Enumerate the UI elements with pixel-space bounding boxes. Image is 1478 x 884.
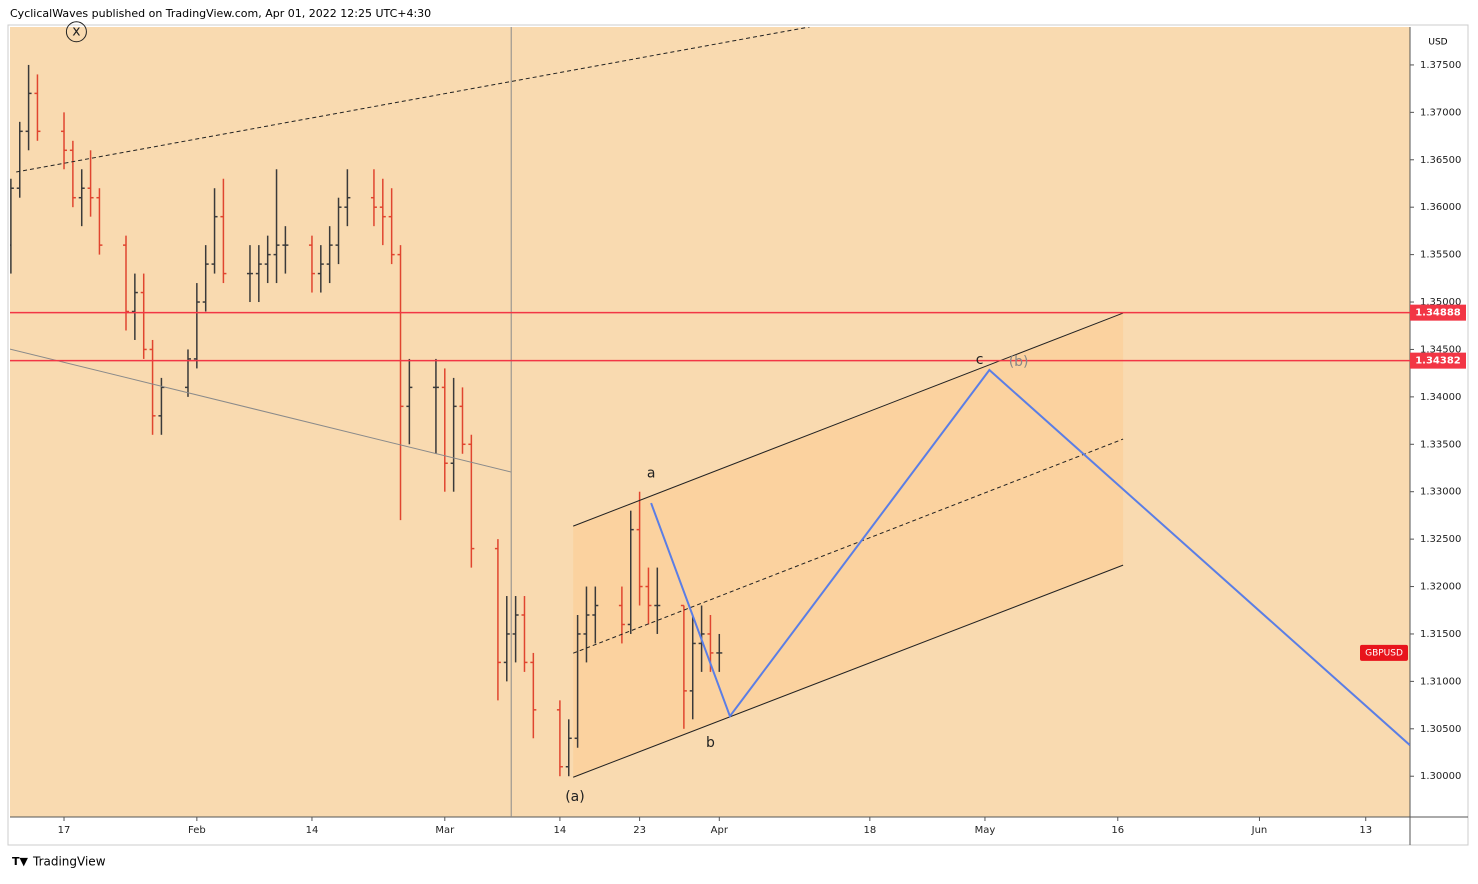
footer: TradingView [32,855,106,869]
x-tick-label: 14 [554,825,567,836]
trend-line [573,312,1124,527]
plot [10,27,1410,817]
x-tick-label: Feb [188,825,206,836]
x-tick-label: 17 [58,825,71,836]
y-tick-label: 1.36500 [1420,155,1461,166]
header: CyclicalWaves published on TradingView.c… [10,7,431,20]
y-tick-label: 1.34500 [1420,344,1461,355]
symbol-label: GBPUSD [1365,648,1403,658]
x-tick-label: Jun [1251,825,1268,836]
y-tick-label: 1.37000 [1420,107,1461,118]
price-label: 1.34888 [1415,308,1461,319]
price-label-bg [1410,352,1466,369]
y-tick-label: 1.36000 [1420,202,1461,213]
y-tick-label: 1.35000 [1420,297,1461,308]
x-tick-label: May [975,825,996,836]
y-tick-label: 1.33000 [1420,487,1461,498]
x-tick-label: 16 [1111,825,1124,836]
x-tick-label: 23 [633,825,646,836]
y-tick-label: 1.30000 [1420,771,1461,782]
symbol-label-bg [1360,644,1408,661]
y-tick-label: 1.31000 [1420,676,1461,687]
y-tick-label: 1.32500 [1420,534,1461,545]
x-tick-label: 14 [306,825,319,836]
y-tick-label: 1.31500 [1420,629,1461,640]
currency: USD [1428,38,1447,48]
y-tick-label: 1.32000 [1420,582,1461,593]
annotation: x [72,24,80,40]
x-tick-label: Apr [711,825,729,836]
y-tick-label: 1.33500 [1420,439,1461,450]
trend-line [573,564,1124,778]
price-label-bg [1410,304,1466,321]
trend-line [16,27,810,173]
trend-line [650,368,1410,746]
price-label: 1.34382 [1415,356,1461,367]
trend-line [573,438,1124,654]
x-tick-label: Mar [435,825,455,836]
x-tick-label: 18 [863,825,876,836]
trend-line [10,348,512,473]
tv-logo: T▼ [12,855,29,868]
annotation: a [647,466,656,482]
annotation: (a) [565,789,585,805]
x-tick-label: 13 [1359,825,1372,836]
annotation: b [706,735,715,751]
y-tick-label: 1.34000 [1420,392,1461,403]
annotation: (b) [1009,354,1029,370]
annotation-circle [65,21,87,43]
annotation: c [976,352,984,368]
y-tick-label: 1.35500 [1420,250,1461,261]
plot-bg [10,27,1410,817]
y-tick-label: 1.37500 [1420,60,1461,71]
y-tick-label: 1.30500 [1420,724,1461,735]
